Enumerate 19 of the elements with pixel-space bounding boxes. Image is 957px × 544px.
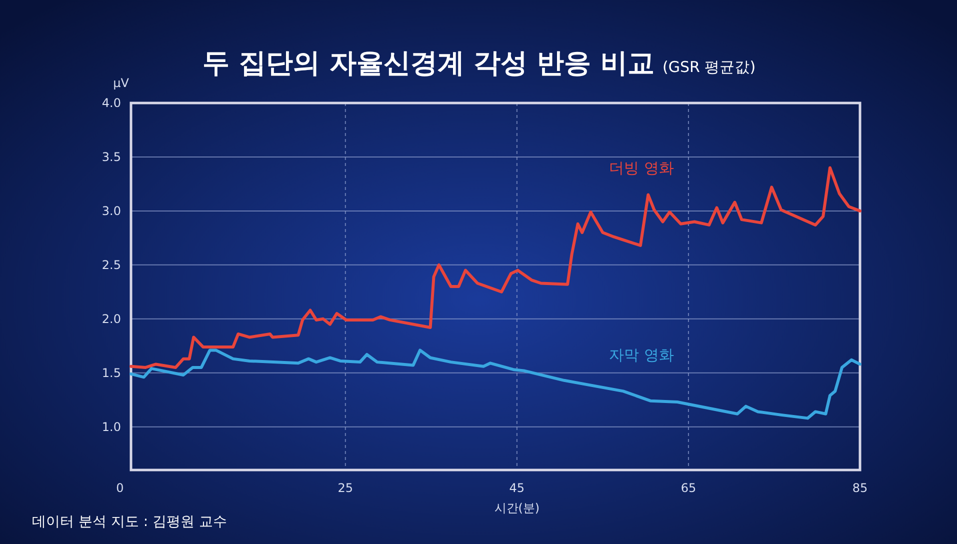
y-tick-label: 4.0 xyxy=(102,96,121,110)
x-tick-label: 45 xyxy=(509,481,525,495)
y-tick-label: 1.5 xyxy=(102,366,121,380)
series-label: 더빙 영화 xyxy=(609,159,674,178)
chart-title: 두 집단의 자율신경계 각성 반응 비교 xyxy=(202,48,654,79)
series-label: 자막 영화 xyxy=(609,346,674,364)
y-tick-label: 2.5 xyxy=(102,258,121,272)
y-tick-label: 3.0 xyxy=(102,204,121,218)
text: 데이터 분석 지도 : 김평원 교수 xyxy=(32,514,227,530)
x-axis-title: 시간(분) xyxy=(494,501,540,515)
x-tick-label: 0 xyxy=(116,481,124,495)
y-tick-label: 2.0 xyxy=(102,312,121,326)
x-tick-label: 25 xyxy=(338,481,354,495)
x-tick-label: 65 xyxy=(680,481,696,495)
x-tick-label: 85 xyxy=(852,481,868,495)
chart-subtitle: (GSR 평균값) xyxy=(662,58,756,76)
y-axis-title: μV xyxy=(113,76,130,90)
y-tick-label: 1.0 xyxy=(102,420,121,434)
y-tick-label: 3.5 xyxy=(102,150,121,164)
